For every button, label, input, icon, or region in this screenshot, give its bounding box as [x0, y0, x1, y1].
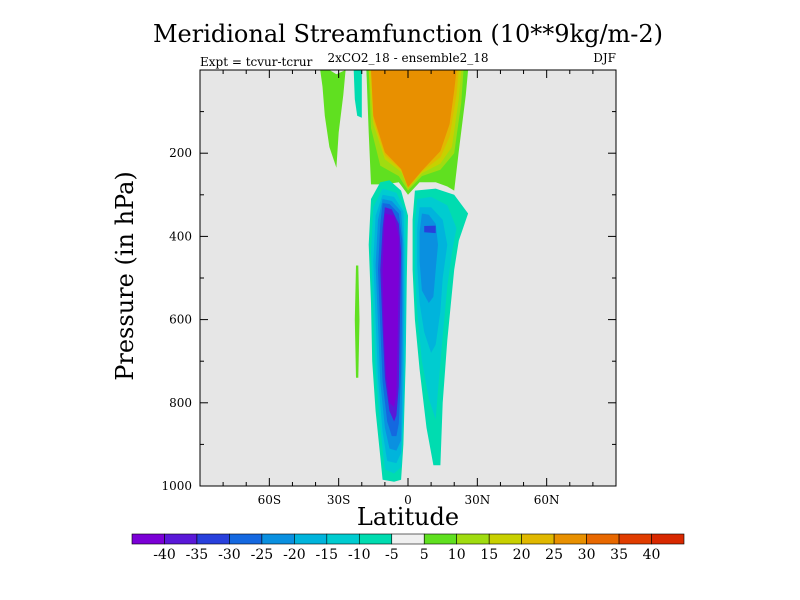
- contour-region-5: [371, 70, 457, 188]
- colorbar-swatch-15: [618, 533, 652, 545]
- contour-region-8: [354, 265, 360, 378]
- colorbar-swatch-1: [164, 533, 198, 545]
- chart-subtitle: 2xCO2_18 - ensemble2_18: [327, 51, 488, 65]
- colorbar-label-14: 35: [610, 547, 628, 563]
- x-tick-label-1: 30S: [327, 493, 351, 507]
- y-tick-label-4: 1000: [161, 479, 192, 493]
- contour-region-19: [419, 213, 438, 303]
- colorbar-label-4: -20: [283, 547, 306, 563]
- x-axis-label: Latitude: [357, 503, 459, 531]
- tick-layer: 60S 30S 0 30N 60N 200 400 600 800 1000: [161, 70, 616, 507]
- colorbar-swatch-0: [131, 533, 165, 545]
- colorbar-swatch-7: [358, 533, 393, 545]
- y-tick-label-3: 800: [169, 396, 192, 410]
- y-tick-label-0: 200: [169, 146, 192, 160]
- colorbar-label-0: -40: [153, 547, 176, 563]
- colorbar: -40 -35 -30 -25 -20 -15 -10 -5 5 10 15 20 25 30 35 40: [131, 533, 685, 563]
- colorbar-swatch-6: [326, 533, 360, 545]
- chart-title: Meridional Streamfunction (10**9kg/m-2): [153, 20, 663, 48]
- colorbar-label-12: 25: [545, 547, 563, 563]
- colorbar-label-5: -15: [316, 547, 339, 563]
- y-tick-label-1: 400: [169, 229, 192, 243]
- colorbar-label-10: 15: [480, 547, 498, 563]
- contour-region-20: [424, 225, 436, 234]
- colorbar-swatch-14: [586, 533, 620, 545]
- y-axis-label: Pressure (in hPa): [111, 171, 139, 381]
- colorbar-label-11: 20: [513, 547, 531, 563]
- colorbar-label-9: 10: [448, 547, 466, 563]
- colorbar-swatch-2: [196, 533, 230, 545]
- contour-region-15: [382, 213, 399, 407]
- colorbar-swatch-8: [391, 533, 425, 545]
- colorbar-label-1: -35: [186, 547, 209, 563]
- colorbar-swatch-3: [229, 533, 263, 545]
- colorbar-swatch-12: [521, 533, 555, 545]
- x-tick-label-3: 30N: [464, 493, 490, 507]
- contour-region-7: [353, 70, 362, 118]
- contour-region-6: [320, 70, 346, 168]
- plot-area: 60S 30S 0 30N 60N 200 400 600 800 1000: [161, 69, 617, 507]
- colorbar-label-6: -10: [348, 547, 371, 563]
- colorbar-label-3: -25: [251, 547, 274, 563]
- colorbar-swatch-9: [423, 533, 458, 545]
- colorbar-label-15: 40: [643, 547, 661, 563]
- colorbar-swatch-13: [553, 533, 587, 545]
- colorbar-label-8: 5: [420, 547, 429, 563]
- colorbar-swatch-4: [261, 533, 295, 545]
- right-note: DJF: [593, 51, 616, 65]
- colorbar-swatch-16: [651, 533, 685, 545]
- x-tick-label-4: 60N: [534, 493, 560, 507]
- colorbar-label-13: 30: [578, 547, 596, 563]
- colorbar-label-7: -5: [385, 547, 399, 563]
- colorbar-swatch-10: [456, 533, 490, 545]
- colorbar-label-2: -30: [218, 547, 241, 563]
- left-note: Expt = tcvur-tcrur: [200, 55, 313, 69]
- colorbar-swatch-11: [488, 533, 522, 545]
- x-tick-label-0: 60S: [258, 493, 282, 507]
- y-tick-label-2: 600: [169, 313, 192, 327]
- x-tick-label-2: 0: [404, 493, 412, 507]
- colorbar-swatch-5: [294, 533, 328, 545]
- contour-layer: [320, 70, 469, 482]
